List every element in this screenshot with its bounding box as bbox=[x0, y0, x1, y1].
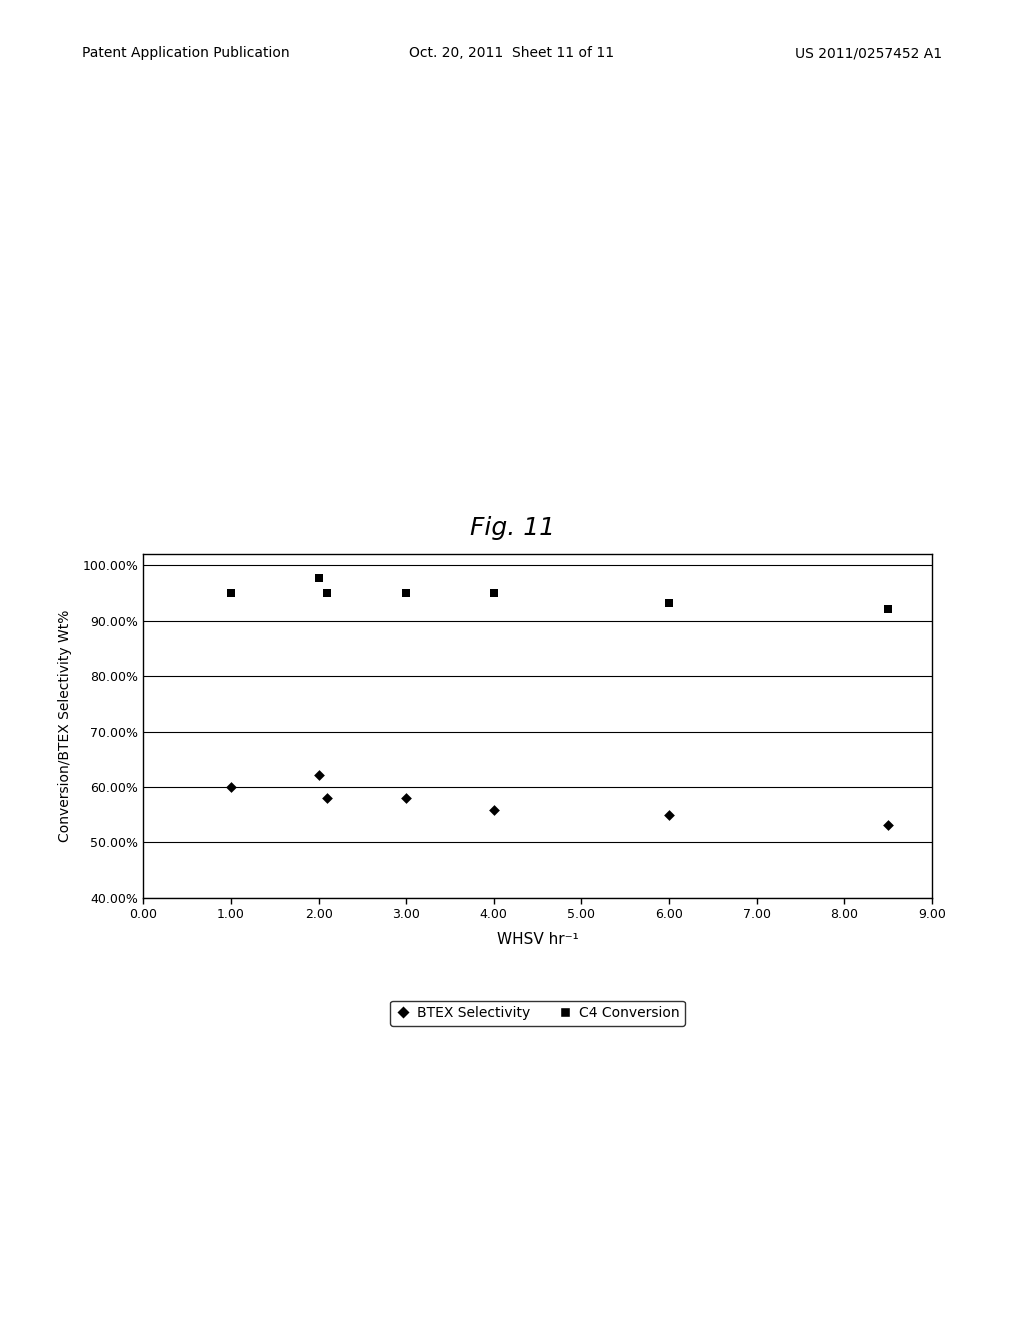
Text: Fig. 11: Fig. 11 bbox=[469, 516, 555, 540]
Point bbox=[398, 788, 415, 809]
Point bbox=[660, 804, 677, 825]
Text: Oct. 20, 2011  Sheet 11 of 11: Oct. 20, 2011 Sheet 11 of 11 bbox=[410, 46, 614, 61]
Text: US 2011/0257452 A1: US 2011/0257452 A1 bbox=[795, 46, 942, 61]
Point bbox=[223, 776, 240, 797]
Point bbox=[485, 800, 502, 821]
Legend: BTEX Selectivity, C4 Conversion: BTEX Selectivity, C4 Conversion bbox=[390, 1001, 685, 1026]
Point bbox=[319, 788, 336, 809]
Point bbox=[398, 582, 415, 603]
Text: Patent Application Publication: Patent Application Publication bbox=[82, 46, 290, 61]
Y-axis label: Conversion/BTEX Selectivity Wt%: Conversion/BTEX Selectivity Wt% bbox=[57, 610, 72, 842]
Point bbox=[319, 582, 336, 603]
Point bbox=[223, 582, 240, 603]
X-axis label: WHSV hr⁻¹: WHSV hr⁻¹ bbox=[497, 932, 579, 948]
Point bbox=[880, 814, 896, 836]
Point bbox=[660, 593, 677, 614]
Point bbox=[310, 764, 327, 785]
Point bbox=[485, 582, 502, 603]
Point bbox=[880, 598, 896, 619]
Point bbox=[310, 568, 327, 589]
